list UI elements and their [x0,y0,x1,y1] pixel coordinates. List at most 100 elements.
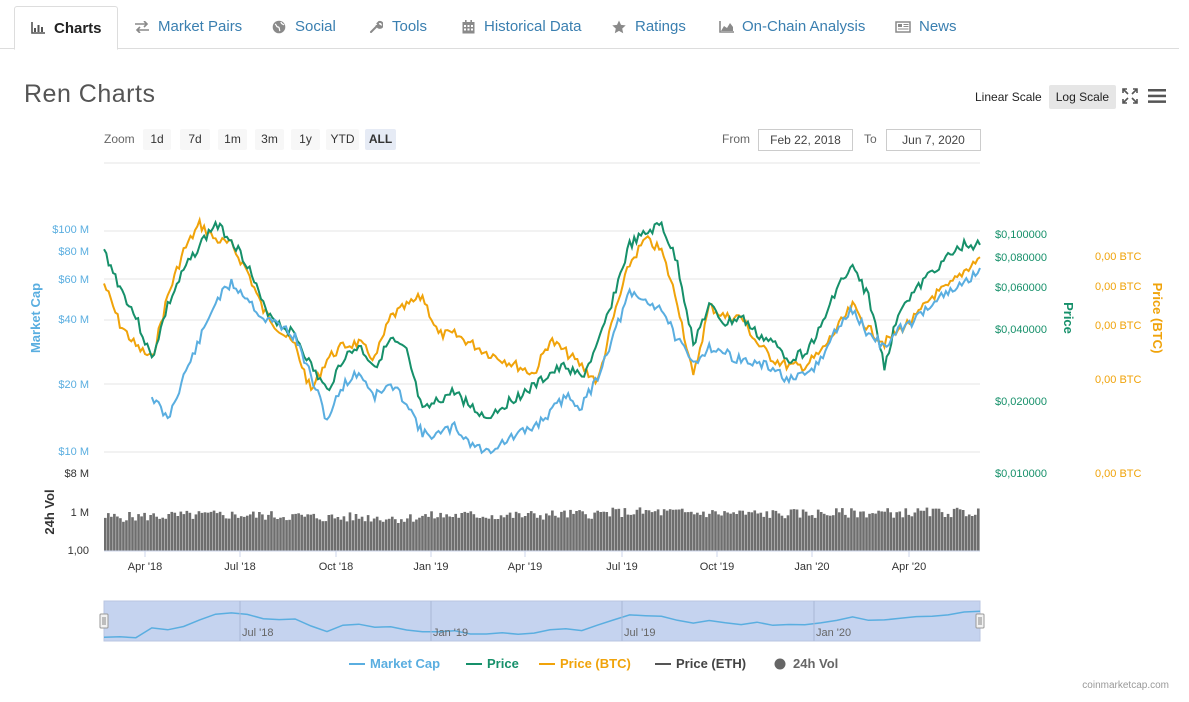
tab-social[interactable]: Social [271,6,336,47]
volume-bar [859,511,862,551]
tab-label: Charts [54,19,102,37]
navigator-left-handle[interactable] [99,613,109,629]
volume-bar [330,514,334,551]
volume-bar [717,514,720,551]
volume-bar [502,517,506,551]
volume-bar [282,517,285,551]
volume-bar [318,519,322,551]
volume-bar [656,509,660,551]
legend-item-price-btc-[interactable]: Price (BTC) [539,656,631,671]
fullscreen-icon[interactable] [1122,88,1138,109]
legend-item-24h-vol[interactable]: 24h Vol [774,656,839,671]
volume-bar [883,511,886,551]
volume-bar [149,515,152,551]
volume-bar [194,514,198,551]
navigator-right-handle[interactable] [975,613,985,629]
volume-bar [741,510,744,551]
zoom-all-button[interactable]: ALL [365,129,396,150]
volume-bar [134,520,137,551]
tab-label: Tools [392,18,428,35]
volume-bar [590,518,593,551]
volume-bar [131,517,134,551]
volume-bar [780,515,784,551]
volume-bar [357,518,361,551]
volume-bar [324,521,328,551]
volume-bar [297,513,300,551]
volume-bar [212,510,216,551]
volume-bar [475,517,479,551]
volume-bar [406,518,409,551]
tab-ratings[interactable]: Ratings [611,6,686,47]
menu-icon[interactable] [1148,88,1166,109]
volume-bar [835,508,838,551]
volume-bar [554,515,557,551]
log-scale-button[interactable]: Log Scale [1048,85,1117,109]
volume-bar [774,510,778,551]
volume-bar [545,513,548,551]
legend-item-market-cap[interactable]: Market Cap [349,656,440,671]
volume-bar [617,508,621,551]
to-label: To [864,132,877,146]
x-tick-label: Apr '19 [508,561,543,573]
volume-bar [167,514,171,551]
zoom-1y-button[interactable]: 1y [291,129,320,150]
calendar-icon [460,19,476,35]
volume-bar [478,518,482,551]
tab-historical-data[interactable]: Historical Data [460,6,582,47]
volume-bar [363,521,367,551]
from-date-input[interactable] [758,129,853,151]
legend-item-price-eth-[interactable]: Price (ETH) [655,656,746,671]
tab-news[interactable]: News [895,6,957,47]
volume-bar [526,513,530,551]
volume-bar [792,509,796,551]
volume-bar [258,512,261,551]
credit-text: coinmarketcap.com [1082,680,1169,691]
volume-bar [973,514,977,551]
zoom-ytd-button[interactable]: YTD [326,129,359,150]
tab-tools[interactable]: Tools [368,6,427,47]
volume-bar [955,507,959,551]
volume-bar [206,512,210,551]
volume-bar [584,514,587,551]
volume-bar [236,517,240,551]
tab-market-pairs[interactable]: Market Pairs [134,6,242,47]
x-tick-label: Jul '19 [606,561,637,573]
volume-bar [644,510,648,551]
volume-bar [705,517,708,551]
zoom-7d-button[interactable]: 7d [180,129,210,150]
volume-bar [393,519,397,551]
tab-charts[interactable]: Charts [14,6,118,50]
navigator-tick-label: Jul '19 [624,627,655,639]
zoom-3m-button[interactable]: 3m [255,129,284,150]
zoom-1d-button[interactable]: 1d [143,129,171,150]
volume-bar [197,511,201,551]
linear-scale-button[interactable]: Linear Scale [975,90,1042,104]
star-icon [611,19,627,35]
volume-bar [789,509,793,551]
volume-bar [487,518,491,551]
volume-bar [777,513,781,551]
volume-bar [871,513,874,551]
volume-bar [387,518,391,551]
legend-item-price[interactable]: Price [466,656,519,671]
volume-bar [853,510,856,551]
volume-bar [511,517,515,551]
volume-bar [529,511,533,551]
volume-bar [569,509,572,551]
volume-bar [273,517,276,551]
volume-bar [146,520,149,551]
volume-bar [865,517,868,551]
volume-bar [611,507,615,551]
handle-body [975,613,985,629]
volume-bar [868,513,871,551]
tab-on-chain-analysis[interactable]: On-Chain Analysis [718,6,865,47]
volume-bar [261,514,264,551]
legend-label: 24h Vol [793,656,838,671]
volume-bar [421,515,424,551]
zoom-1m-button[interactable]: 1m [218,129,247,150]
to-date-input[interactable] [886,129,981,151]
volume-bar [880,511,883,551]
volume-bar [747,511,751,551]
volume-bar [242,516,246,551]
volume-bar [200,512,204,551]
